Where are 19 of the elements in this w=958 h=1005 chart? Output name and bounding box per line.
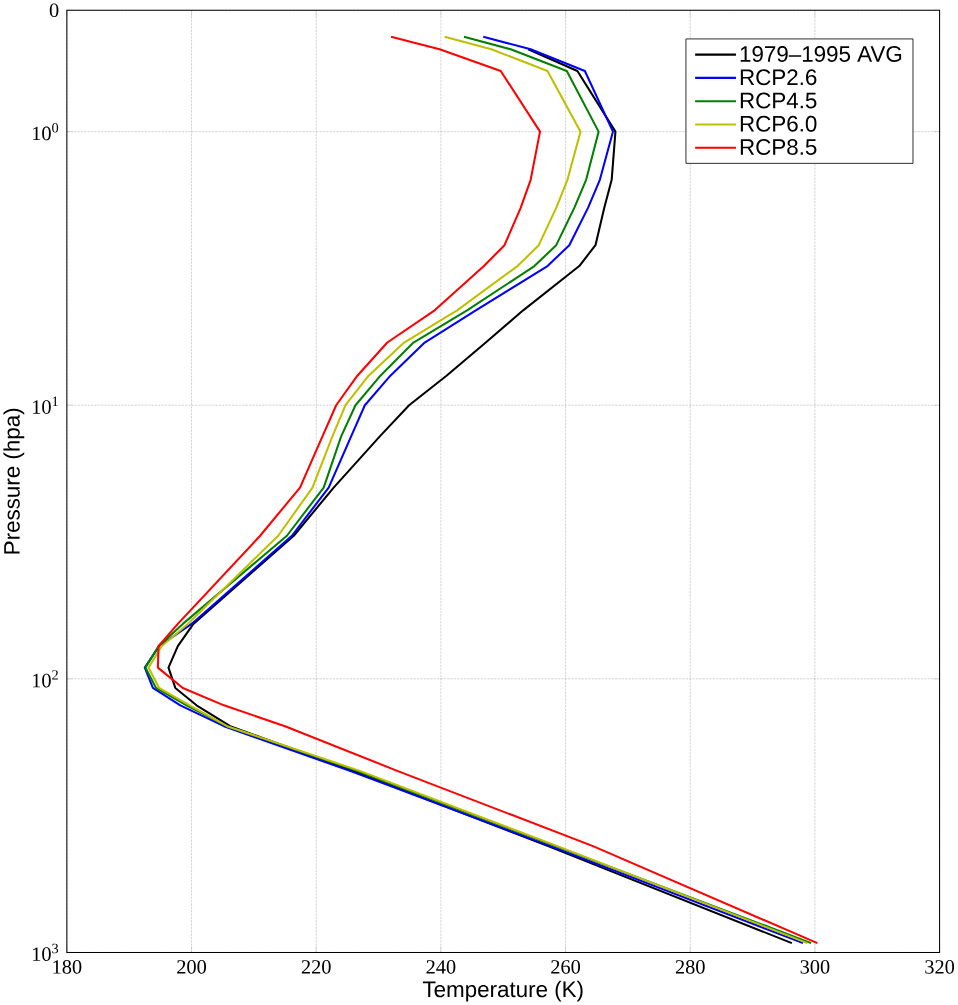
legend-label: RCP4.5 xyxy=(740,92,817,109)
legend-label: RCP6.0 xyxy=(740,115,817,132)
x-tick-label: 280 xyxy=(675,960,705,974)
y-tick-label: 10$^{1}$ xyxy=(32,396,58,414)
x-axis-title: Temperature (K) xyxy=(422,980,583,1002)
legend-label: RCP2.6 xyxy=(740,69,817,86)
x-tick-label: 180 xyxy=(53,960,82,974)
x-tick-label: 260 xyxy=(551,960,580,974)
x-tick-label: 320 xyxy=(925,960,954,974)
x-tick-label: 220 xyxy=(301,960,331,974)
legend-label: RCP8.5 xyxy=(740,139,817,155)
x-tick-label: 300 xyxy=(800,960,830,974)
y-axis-title: Pressure (hpa) xyxy=(3,408,25,554)
x-tick-label: 240 xyxy=(426,960,456,974)
y-tick-label: 0 xyxy=(49,3,59,18)
legend-label: 1979–1995 AVG xyxy=(740,46,901,62)
y-tick-label: 10$^{0}$ xyxy=(32,122,59,141)
y-tick-label: 10$^{2}$ xyxy=(32,670,58,688)
x-tick-label: 200 xyxy=(177,960,206,974)
